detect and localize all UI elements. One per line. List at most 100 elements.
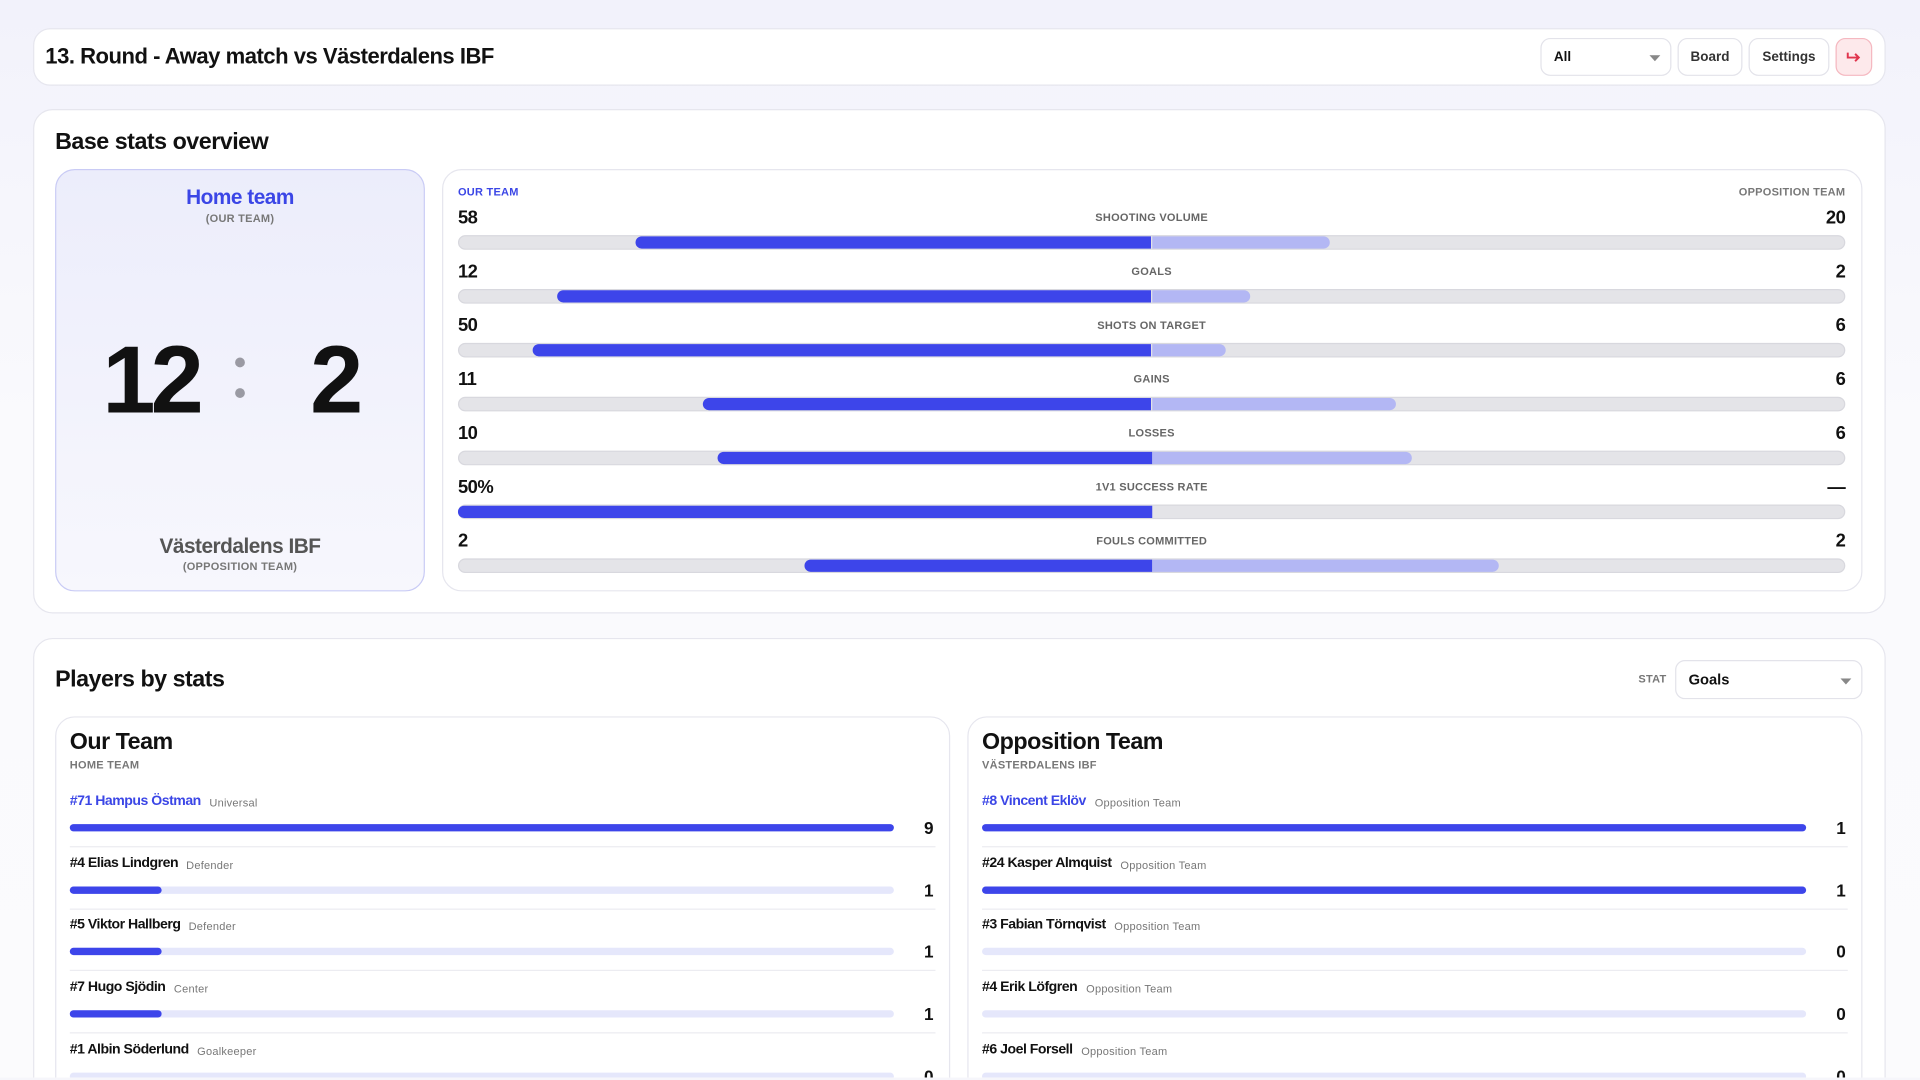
row-divider (982, 1032, 1848, 1034)
player-value: 1 (924, 1004, 934, 1024)
player-role: Opposition Team (1114, 920, 1201, 933)
team-name: Opposition Team (982, 729, 1163, 755)
player-role: Center (173, 982, 209, 996)
team-card (55, 716, 951, 1078)
opp-bar (1151, 397, 1397, 411)
player-role: Defender (188, 920, 236, 933)
opp-bar (1151, 344, 1226, 357)
player-value: 1 (924, 880, 934, 900)
our-bar (635, 236, 1152, 249)
section-title: Players by stats (55, 666, 225, 693)
score-home: 12 (102, 325, 203, 434)
opp-value: — (1827, 476, 1846, 498)
team-sub: VÄSTERDALENS IBF (982, 758, 1097, 771)
opp-team-label: OPPOSITION TEAM (1738, 185, 1846, 198)
player-name: #24 Kasper Almquist (982, 855, 1112, 871)
player-role: Opposition Team (1081, 1044, 1168, 1058)
opp-value: 6 (1835, 423, 1846, 444)
opp-value: 6 (1835, 315, 1846, 337)
filter-select[interactable]: All (1540, 37, 1672, 76)
row-divider (69, 970, 936, 972)
score-separator (235, 357, 245, 398)
away-label: Västerdalens IBF (159, 534, 321, 558)
player-track (69, 1072, 894, 1078)
our-team-label: OUR TEAM (457, 185, 519, 198)
opp-value: 2 (1835, 261, 1846, 283)
away-sub: (OPPOSITION TEAM) (182, 560, 298, 573)
stat-label: SHOTS ON TARGET (1097, 318, 1207, 332)
row-divider (982, 970, 1848, 972)
score-card (55, 168, 425, 592)
player-name: #8 Vincent Eklöv (982, 793, 1086, 809)
player-track (69, 1010, 894, 1018)
player-role: Defender (186, 858, 234, 871)
opp-value: 6 (1835, 369, 1846, 391)
stat-select[interactable]: Goals (1675, 660, 1863, 700)
score-away: 2 (310, 325, 363, 434)
exit-button[interactable] (1835, 37, 1873, 76)
row-divider (69, 1032, 936, 1034)
our-value: 11 (457, 369, 477, 391)
stat-label: GOALS (1131, 265, 1172, 278)
player-bar (69, 948, 162, 956)
our-value: 10 (457, 423, 478, 444)
stat-label: STAT (1638, 672, 1667, 686)
stat-label: GAINS (1133, 372, 1170, 386)
player-name: #1 Albin Söderlund (69, 1042, 189, 1057)
our-value: 12 (457, 261, 478, 283)
player-value: 9 (924, 817, 934, 838)
stat-label: LOSSES (1128, 426, 1175, 439)
our-bar (702, 397, 1152, 411)
player-name: #5 Viktor Hallberg (69, 917, 181, 933)
row-divider (982, 908, 1848, 910)
our-value: 58 (457, 207, 478, 229)
player-bar (982, 886, 1807, 894)
team-sub: HOME TEAM (69, 758, 140, 771)
team-card (967, 716, 1863, 1078)
player-name: #4 Erik Löfgren (982, 980, 1078, 995)
player-name: #7 Hugo Sjödin (69, 980, 166, 995)
player-bar (69, 1010, 162, 1018)
opp-bar (1151, 559, 1499, 572)
player-track (69, 948, 894, 956)
opp-bar (1151, 451, 1412, 465)
row-divider (69, 846, 936, 848)
player-track (982, 1010, 1807, 1018)
our-bar (718, 451, 1152, 465)
section-title: Base stats overview (55, 129, 269, 155)
player-value: 0 (1836, 1004, 1846, 1024)
our-bar (532, 344, 1152, 357)
player-value: 1 (1836, 817, 1846, 838)
dropdown-arrow (1649, 55, 1661, 62)
player-name: #3 Fabian Törnqvist (982, 917, 1106, 933)
our-value: 50 (457, 315, 478, 337)
player-bar (69, 886, 162, 894)
player-role: Opposition Team (1086, 982, 1173, 996)
our-value: 50% (457, 476, 494, 498)
player-value: 1 (924, 942, 934, 962)
settings-button[interactable]: Settings (1748, 37, 1830, 76)
home-label: Home team (186, 185, 294, 209)
filter-value: All (1553, 49, 1572, 65)
stat-label: 1V1 SUCCESS RATE (1095, 480, 1208, 493)
player-track (982, 1072, 1807, 1078)
stat-value: Goals (1688, 671, 1730, 689)
player-value: 1 (1836, 880, 1846, 900)
our-value: 2 (457, 530, 468, 552)
player-value: 0 (924, 1066, 934, 1078)
stat-label: FOULS COMMITTED (1096, 534, 1208, 547)
player-role: Universal (209, 796, 258, 809)
opp-value: 2 (1835, 530, 1846, 552)
our-bar (804, 559, 1152, 572)
opp-value: 20 (1825, 207, 1846, 229)
player-value: 0 (1836, 1066, 1846, 1078)
player-role: Opposition Team (1094, 796, 1181, 809)
board-button[interactable]: Board (1677, 37, 1743, 76)
row-divider (69, 908, 936, 910)
exit-icon (1846, 52, 1861, 62)
opp-bar (1151, 236, 1330, 249)
our-bar (457, 505, 1152, 518)
player-track (982, 948, 1807, 956)
row-divider (982, 846, 1848, 848)
dropdown-arrow (1840, 678, 1852, 685)
